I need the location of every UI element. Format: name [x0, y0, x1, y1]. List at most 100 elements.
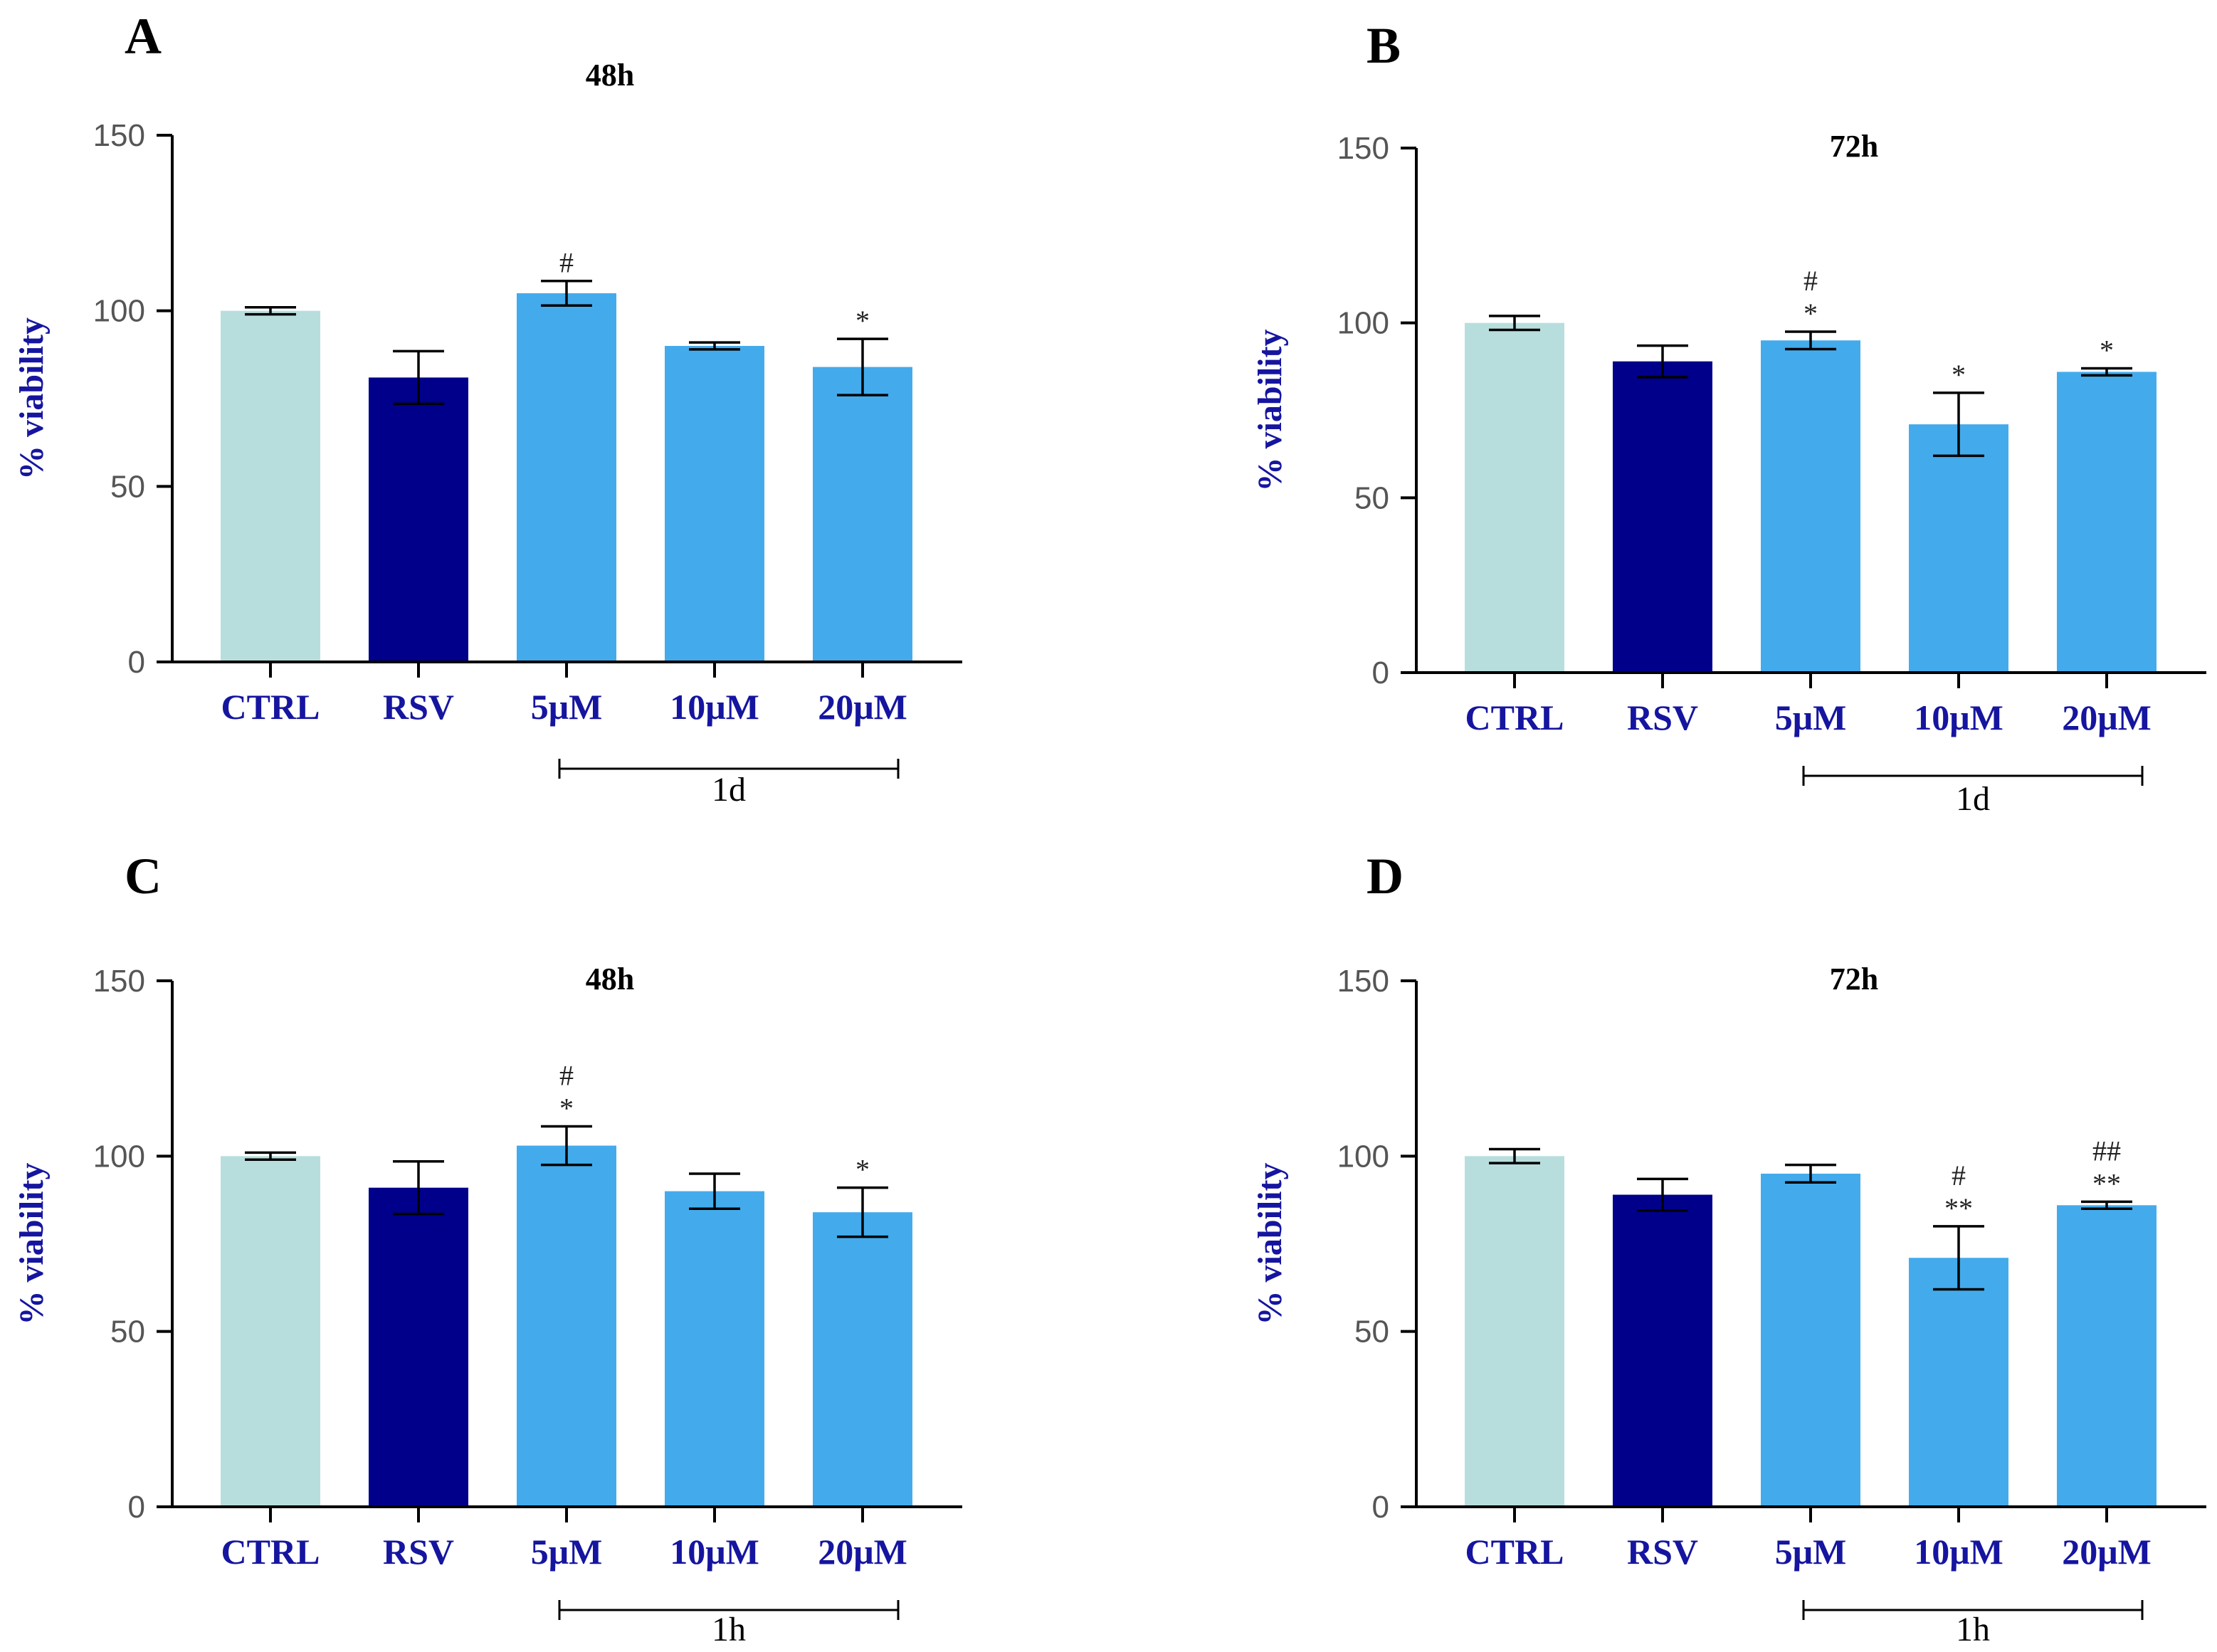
chart-title: 48h: [586, 58, 634, 93]
chart-title: 48h: [586, 962, 634, 996]
x-tick-label: 5μM: [1775, 1532, 1847, 1572]
significance-marker: *: [1952, 359, 1966, 391]
panel-letter: B: [1366, 17, 1401, 74]
bar-10um: [1909, 424, 2008, 673]
y-tick-label: 0: [128, 645, 145, 680]
y-tick-label: 150: [93, 964, 145, 999]
bar-20um: [2057, 372, 2157, 673]
bar-ctrl: [221, 1156, 320, 1507]
x-tick-label: 5μM: [531, 1532, 603, 1572]
x-tick-label: RSV: [383, 687, 454, 727]
x-tick-label: 20μM: [2062, 1532, 2152, 1572]
y-tick-label: 150: [1337, 964, 1389, 999]
bar-5um: [517, 1145, 616, 1507]
x-tick-label: 20μM: [2062, 698, 2152, 737]
error-bar: [1637, 344, 1688, 379]
bracket-label: 1d: [712, 771, 746, 809]
significance-marker: **: [1944, 1192, 1973, 1224]
x-tick-label: 5μM: [531, 687, 603, 727]
error-bar: [837, 337, 888, 396]
error-bar: [1933, 391, 1984, 458]
bracket-label: 1h: [1956, 1611, 1990, 1648]
panel-letter: A: [125, 8, 162, 65]
error-bar: [541, 1125, 592, 1167]
significance-marker: *: [559, 1092, 574, 1124]
bar-ctrl: [221, 310, 320, 662]
x-tick-label: CTRL: [1465, 698, 1564, 737]
error-bar: [837, 1186, 888, 1238]
y-tick-label: 50: [110, 1315, 145, 1350]
y-tick-label: 0: [1372, 656, 1389, 690]
panel-letter: D: [1366, 848, 1404, 905]
chart-title: 72h: [1830, 962, 1878, 996]
significance-marker: ##: [2092, 1135, 2121, 1167]
y-tick-label: 0: [1372, 1490, 1389, 1525]
group-bracket: [558, 759, 900, 779]
bar-ctrl: [1465, 322, 1564, 673]
bar-rsv: [369, 1187, 468, 1507]
x-tick-label: 20μM: [818, 1532, 907, 1572]
bar-5um: [517, 293, 616, 662]
significance-marker: **: [2092, 1167, 2121, 1199]
x-tick-label: CTRL: [1465, 1532, 1564, 1572]
error-bar: [1785, 1163, 1836, 1184]
error-bar: [393, 349, 444, 406]
chart-panel-a: A 48h % viability # * 0 50 100 150 CTRL RSV 5μM 10μM…: [13, 8, 962, 809]
y-tick-label: 150: [1337, 131, 1389, 166]
x-tick-label: RSV: [1627, 1532, 1698, 1572]
bar-10um: [665, 1191, 764, 1507]
y-tick-label: 150: [93, 118, 145, 153]
bar-rsv: [369, 377, 468, 662]
significance-marker: *: [2100, 335, 2114, 367]
group-bracket: [1802, 1600, 2144, 1620]
y-tick-label: 100: [1337, 1139, 1389, 1174]
x-tick-label: RSV: [1627, 698, 1698, 737]
x-tick-label: 5μM: [1775, 698, 1847, 737]
significance-marker: #: [559, 1059, 574, 1091]
error-bar: [245, 1151, 296, 1162]
bar-5um: [1761, 340, 1860, 673]
chart-title: 72h: [1830, 129, 1878, 164]
group-bracket: [1802, 766, 2144, 786]
error-bar: [245, 305, 296, 316]
x-tick-label: CTRL: [221, 687, 320, 727]
bar-10um: [665, 346, 764, 662]
bar-5um: [1761, 1173, 1860, 1507]
y-axis-label: % viability: [1251, 329, 1289, 491]
error-bar: [2081, 367, 2132, 377]
error-bar: [1489, 1147, 1540, 1164]
bar-20um: [813, 1212, 912, 1507]
significance-marker: #: [1803, 265, 1818, 297]
bar-20um: [2057, 1205, 2157, 1507]
significance-marker: #: [559, 247, 574, 279]
y-tick-label: 50: [1354, 480, 1389, 515]
bracket-label: 1d: [1956, 780, 1990, 818]
error-bar: [541, 279, 592, 307]
error-bar: [393, 1159, 444, 1216]
significance-marker: *: [1803, 298, 1818, 330]
y-tick-label: 100: [93, 1139, 145, 1174]
error-bar: [1637, 1177, 1688, 1212]
x-tick-label: 10μM: [670, 687, 759, 727]
bracket-label: 1h: [712, 1611, 746, 1648]
panel-letter: C: [125, 848, 162, 905]
y-tick-label: 50: [110, 469, 145, 504]
y-tick-label: 50: [1354, 1315, 1389, 1350]
y-tick-label: 100: [1337, 306, 1389, 341]
error-bar: [1933, 1225, 1984, 1291]
x-tick-label: RSV: [383, 1532, 454, 1572]
bar-rsv: [1613, 361, 1712, 673]
significance-marker: *: [855, 305, 870, 337]
group-bracket: [558, 1600, 900, 1620]
bar-20um: [813, 367, 912, 662]
y-tick-label: 100: [93, 294, 145, 329]
error-bar: [1489, 315, 1540, 332]
y-axis-label: % viability: [13, 1162, 51, 1325]
y-axis-label: % viability: [13, 317, 51, 480]
x-tick-label: CTRL: [221, 1532, 320, 1572]
error-bar: [1785, 330, 1836, 351]
